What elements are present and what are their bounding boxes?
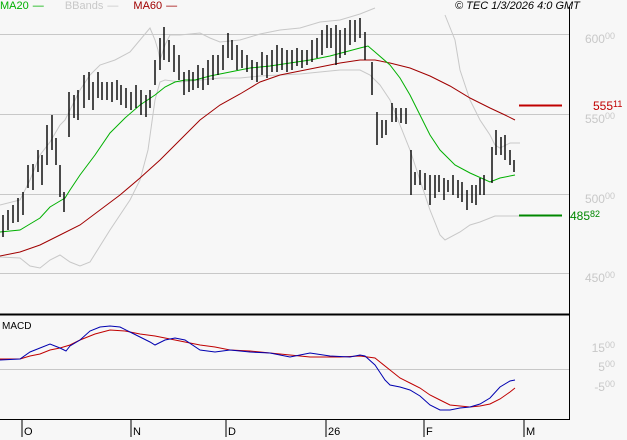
ma60-line [0, 59, 516, 257]
price-label-600: 60000 [584, 31, 615, 46]
ma20-line [0, 45, 516, 233]
price-label-450: 45000 [584, 270, 615, 285]
price-bars [2, 18, 515, 237]
copyright-credit: © TEC 1/3/2026 4:0 GMT [455, 0, 580, 12]
macd-label-neg5: -500 [594, 379, 615, 394]
x-ticks [21, 420, 525, 437]
chart-legend: MA20— BBands — MA60— [0, 0, 178, 12]
legend-ma60: MA60 [133, 0, 163, 12]
resistance-value: 55511 [593, 99, 623, 113]
price-label-500: 50000 [584, 191, 615, 206]
x-label-dec: D [228, 426, 236, 438]
macd-title: MACD [2, 321, 32, 332]
macd-line [0, 325, 516, 411]
x-label-oct: O [24, 426, 33, 438]
macd-label-15: 1500 [591, 340, 615, 355]
bollinger-bands [0, 7, 520, 269]
price-label-550: 55000 [584, 111, 615, 126]
macd-label-5: 500 [598, 359, 615, 374]
support-value: 48582 [570, 209, 601, 223]
legend-ma20: MA20 [0, 0, 29, 12]
x-label-2026: 26 [328, 426, 341, 438]
price-gridlines [0, 34, 569, 370]
legend-bbands: BBands [64, 0, 104, 12]
x-label-feb: F [426, 426, 433, 438]
x-label-nov: N [133, 426, 141, 438]
x-label-mar: M [526, 426, 536, 438]
